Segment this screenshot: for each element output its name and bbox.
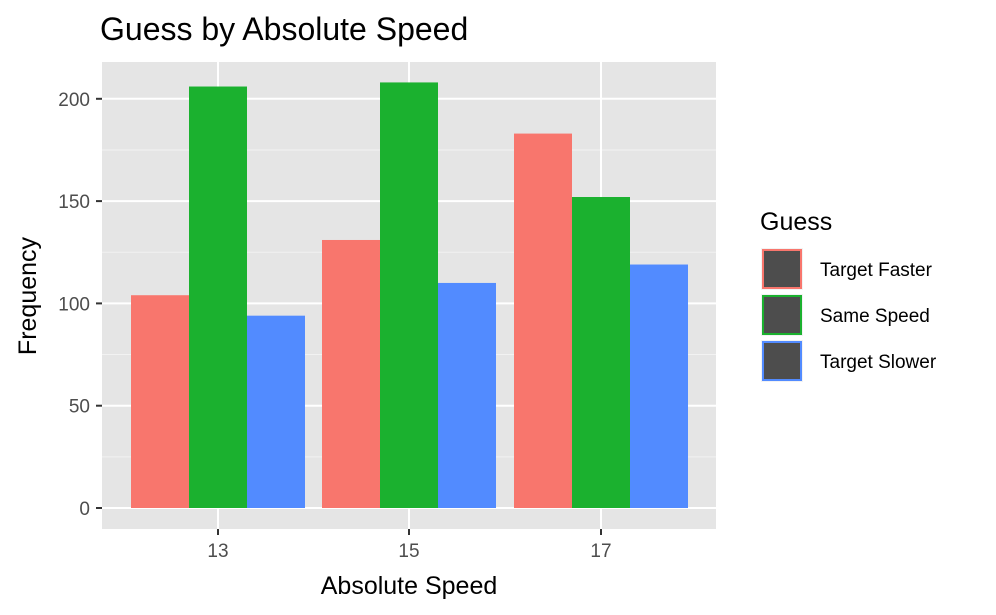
bar-target-slower-13 xyxy=(247,315,305,508)
legend-title: Guess xyxy=(760,208,832,236)
bar-target-faster-13 xyxy=(131,295,189,508)
legend-item: Target Slower xyxy=(761,340,937,382)
bar-same-speed-15 xyxy=(380,82,438,508)
legend-item: Same Speed xyxy=(761,294,930,336)
bar-same-speed-13 xyxy=(189,86,247,509)
x-axis-title: Absolute Speed xyxy=(321,572,498,600)
legend: Target Faster Same Speed Target Slower xyxy=(761,248,937,382)
y-tick-label: 100 xyxy=(58,294,90,315)
bar-target-slower-15 xyxy=(438,282,496,508)
legend-swatch xyxy=(762,341,802,381)
y-tick-label: 200 xyxy=(58,90,90,111)
legend-label: Target Faster xyxy=(820,260,933,281)
bar-target-faster-17 xyxy=(514,133,572,508)
x-tick-label: 13 xyxy=(207,541,228,562)
y-tick-label: 150 xyxy=(58,192,90,213)
legend-swatch xyxy=(762,295,802,335)
bar-target-slower-17 xyxy=(630,264,688,508)
legend-label: Target Slower xyxy=(820,352,937,373)
y-tick-label: 0 xyxy=(79,499,90,520)
legend-item: Target Faster xyxy=(761,248,933,290)
x-tick-label: 15 xyxy=(398,541,419,562)
y-tick-label: 50 xyxy=(69,397,90,418)
chart-title: Guess by Absolute Speed xyxy=(100,11,468,47)
x-axis: 13 15 17 xyxy=(207,529,612,562)
bar-target-faster-15 xyxy=(322,239,380,508)
legend-label: Same Speed xyxy=(820,306,930,327)
x-tick-label: 17 xyxy=(590,541,611,562)
y-axis: 0 50 100 150 200 xyxy=(58,90,102,520)
y-axis-title: Frequency xyxy=(14,236,42,355)
legend-swatch xyxy=(762,249,802,289)
bars xyxy=(131,82,688,509)
bar-same-speed-17 xyxy=(572,197,630,508)
